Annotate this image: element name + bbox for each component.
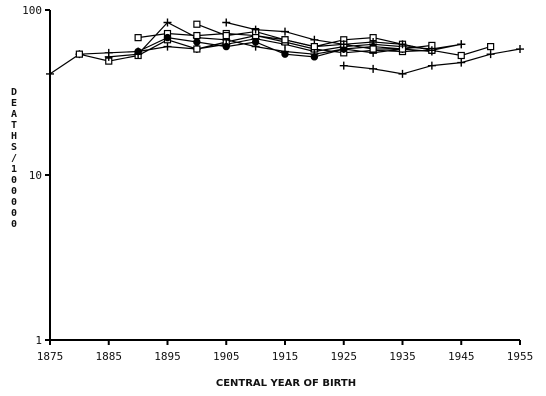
data-point [427, 46, 436, 55]
data-point [193, 45, 201, 53]
y-axis-title-char: 0 [11, 208, 17, 219]
data-point [457, 51, 465, 60]
series-layer [46, 18, 524, 78]
y-axis-title-char: H [11, 131, 17, 142]
data-point [457, 40, 466, 49]
data-point [104, 52, 113, 61]
data-point [222, 18, 231, 27]
y-axis-ticks: 1 10 100 [22, 4, 50, 347]
data-point [251, 38, 260, 46]
data-point [398, 40, 407, 49]
data-point [281, 36, 289, 44]
data-point [281, 27, 289, 36]
x-tick-label: 1915 [272, 350, 299, 363]
x-tick-label: 1945 [448, 350, 475, 363]
x-tick-label: 1875 [37, 350, 64, 363]
y-axis-title-char: 1 [11, 164, 17, 175]
data-point [339, 61, 348, 70]
y-axis-title-char: 0 [11, 175, 17, 186]
data-point [163, 33, 172, 42]
series-6 [193, 20, 436, 53]
y-tick-label: 10 [29, 169, 42, 182]
data-point [369, 45, 377, 53]
data-point [134, 34, 142, 42]
data-point [222, 42, 230, 51]
data-point [46, 69, 54, 78]
data-point [487, 43, 495, 51]
data-point [163, 18, 172, 27]
data-point [193, 38, 201, 46]
x-tick-label: 1885 [96, 350, 123, 363]
data-point [281, 50, 289, 58]
data-point [339, 40, 348, 49]
y-tick-label: 1 [35, 334, 42, 347]
x-tick-label: 1935 [389, 350, 416, 363]
x-axis-ticks: 1875 1885 1895 1905 1915 1925 1935 1945 1955 [37, 340, 534, 363]
y-tick-label: 100 [22, 4, 42, 17]
x-tick-label: 1925 [331, 350, 358, 363]
data-point [310, 53, 319, 61]
y-axis-title-char: T [11, 120, 17, 131]
y-axis-title-char: S [11, 142, 17, 153]
series-3 [104, 18, 436, 61]
data-point [427, 61, 436, 70]
y-axis-title-char: 0 [11, 197, 17, 208]
data-point [457, 58, 466, 67]
data-point [75, 50, 83, 58]
data-point [222, 31, 230, 40]
series-8 [339, 45, 524, 78]
data-point [193, 20, 201, 28]
data-point [134, 47, 142, 56]
y-axis-title-char: / [11, 153, 17, 164]
y-axis-title-char: 0 [11, 186, 17, 197]
data-point [369, 37, 378, 46]
data-point [516, 45, 524, 54]
data-point [398, 69, 407, 78]
y-axis-title-char: A [11, 109, 17, 120]
y-axis-title-char: 0 [11, 219, 17, 230]
data-point [251, 25, 260, 34]
data-point [310, 43, 318, 51]
y-axis-title-char: D [11, 87, 17, 98]
y-axis-title-char: E [11, 98, 17, 109]
x-axis-title: CENTRAL YEAR OF BIRTH [216, 378, 356, 389]
data-point [193, 31, 201, 40]
series-line [137, 36, 403, 58]
series-7 [222, 18, 466, 55]
x-tick-label: 1895 [154, 350, 181, 363]
data-point [310, 35, 319, 44]
data-point [369, 64, 378, 73]
data-point [486, 50, 495, 59]
x-tick-label: 1955 [507, 350, 534, 363]
series-line [108, 21, 432, 58]
data-point [163, 42, 172, 51]
x-tick-label: 1905 [213, 350, 240, 363]
